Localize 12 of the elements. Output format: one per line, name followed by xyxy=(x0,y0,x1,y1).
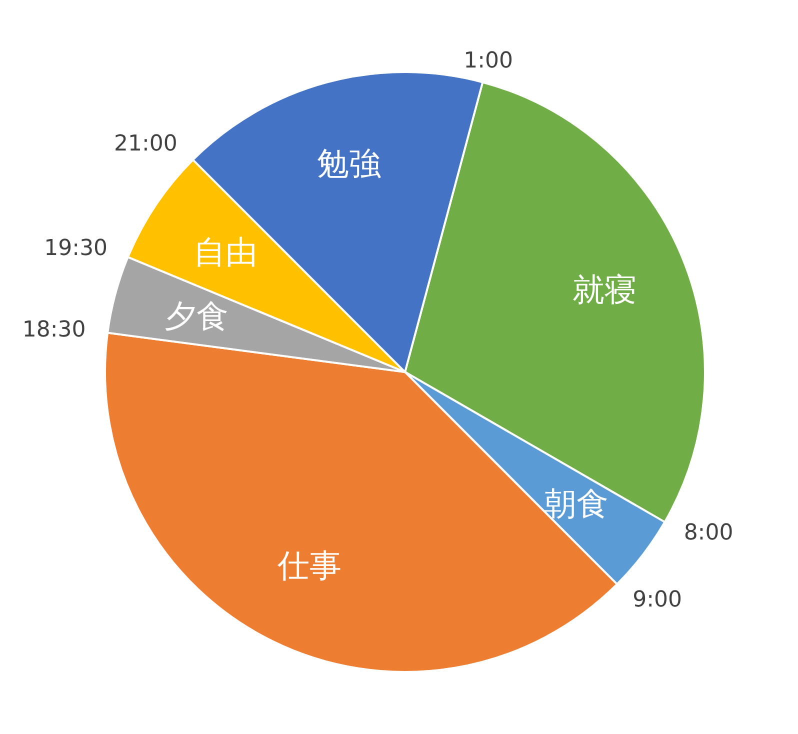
text: 1:00 xyxy=(464,48,514,74)
slice-label: 就寝 xyxy=(572,270,637,308)
text: 8:00 xyxy=(684,520,734,546)
text: 21:00 xyxy=(114,132,178,157)
text: 18:30 xyxy=(22,317,86,342)
text: 9:00 xyxy=(632,587,682,612)
text: 19:30 xyxy=(44,236,108,262)
slice-label: 仕事 xyxy=(276,546,342,585)
slice-label: 朝食 xyxy=(544,484,608,523)
slice-label: 夕食 xyxy=(164,297,228,336)
slice-label: 自由 xyxy=(193,232,258,271)
slice-label: 勉強 xyxy=(317,144,382,182)
